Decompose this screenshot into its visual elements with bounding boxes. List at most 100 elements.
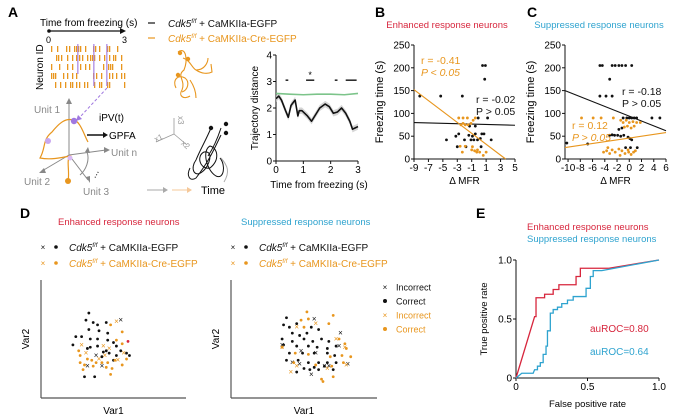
correct-marker-black <box>106 331 110 335</box>
x-tick-label: 2 <box>639 163 645 174</box>
x-axis-label: False positive rate <box>549 399 626 410</box>
spike <box>82 55 84 61</box>
correct-marker-orange <box>327 322 331 326</box>
correct-marker-orange <box>91 364 95 368</box>
rotation-arrow-icon <box>85 147 90 153</box>
data-point-orange <box>473 149 476 153</box>
incorrect-marker-orange: × <box>344 360 349 369</box>
enhanced-decoding-scatter: Enhanced response neurons × Cdk5f/f + CaMK… <box>21 217 198 417</box>
egfp-trajectory-dot <box>223 121 229 127</box>
data-point-black <box>460 94 464 98</box>
spike <box>92 55 94 61</box>
correct-marker-orange <box>328 355 332 359</box>
x-tick-label: 3 <box>498 163 504 174</box>
ipv-highlight <box>93 44 95 86</box>
data-point-orange <box>605 149 609 153</box>
y-tick-label: 0 <box>506 374 512 385</box>
data-point-black <box>473 132 477 136</box>
data-point-orange <box>478 150 482 154</box>
cre-trajectory-dot <box>185 56 191 62</box>
data-point-black <box>486 116 489 120</box>
spike <box>121 64 123 70</box>
correct-marker-black <box>96 323 99 327</box>
raster-title: Time from freezing (s) <box>40 18 137 29</box>
correct-marker-orange <box>78 361 82 364</box>
time-arc <box>220 157 229 183</box>
data-point-black <box>473 124 477 128</box>
correct-marker-black <box>320 337 323 341</box>
spike <box>70 82 72 88</box>
spike <box>95 46 97 52</box>
correct-marker-orange <box>81 368 85 372</box>
ipv-dashed-arrow <box>79 87 108 118</box>
x-tick-label: 0 <box>273 165 279 176</box>
spike <box>89 64 91 70</box>
x-tick-label: 4 <box>651 163 657 174</box>
spike <box>63 73 65 79</box>
data-point-orange <box>471 118 475 122</box>
panel-letter-e: E <box>476 205 485 221</box>
cre-trajectory-dot <box>177 50 183 56</box>
x-tick-label: 0 <box>513 382 519 393</box>
correct-marker-orange <box>94 361 98 364</box>
data-point-black <box>608 133 612 137</box>
spike <box>76 55 78 61</box>
correct-marker-orange <box>331 375 335 379</box>
data-point-black <box>610 133 614 137</box>
spike <box>79 82 81 88</box>
data-point-black <box>439 94 443 98</box>
correct-marker-black <box>97 329 101 333</box>
data-point-orange <box>627 150 631 154</box>
correct-marker-orange <box>292 361 296 364</box>
correct-marker-orange <box>120 342 124 346</box>
correct-marker-black <box>315 345 319 349</box>
x-tick-label: 1 <box>301 165 307 176</box>
incorrect-marker-black: × <box>309 370 314 379</box>
correct-marker-black <box>312 351 316 355</box>
y-axis-label: Trajectory distance <box>250 66 261 151</box>
correct-marker-orange <box>109 323 112 327</box>
correct-marker-orange <box>106 361 110 364</box>
unitn-label: Unit n <box>111 148 137 159</box>
time-arrow-gray-icon <box>163 187 168 193</box>
correct-marker-orange <box>306 317 310 321</box>
correct-marker-black <box>323 364 326 368</box>
x-tick-label: -5 <box>438 163 447 174</box>
data-point-black <box>621 116 625 120</box>
r-value-orange: r = -0.41 <box>421 55 461 67</box>
data-point-orange <box>481 153 485 157</box>
y-tick-label: 150 <box>544 86 561 97</box>
raster-time-start-dot <box>47 29 51 33</box>
roc-curve-red <box>515 259 660 379</box>
data-point-orange <box>457 116 461 120</box>
unit3-label: Unit 3 <box>83 187 110 198</box>
legend-dot-marker <box>54 261 58 265</box>
data-point-black <box>608 77 612 81</box>
auroc-label-blue: auROC=0.64 <box>590 347 649 358</box>
x-axis-label: Δ MFR <box>600 176 631 187</box>
correct-marker-orange <box>321 380 325 383</box>
correct-marker-orange <box>86 357 89 361</box>
unit1-arrow-icon <box>66 98 72 104</box>
marker-legend-dot <box>383 299 387 303</box>
spike <box>109 46 111 52</box>
spike <box>67 73 69 79</box>
raster-t0: 0 <box>46 35 51 45</box>
data-point-black <box>476 116 480 120</box>
correct-marker-black <box>285 358 288 362</box>
data-point-orange <box>626 148 630 152</box>
x-tick-label: -7 <box>424 163 433 174</box>
x-axis-label: Δ MFR <box>449 176 480 187</box>
spike <box>112 64 114 70</box>
data-point-orange <box>629 126 633 130</box>
correct-marker-black <box>104 321 108 324</box>
spike <box>112 73 114 79</box>
marker-legend-label: Incorrect <box>396 283 432 293</box>
fit-line-orange <box>564 132 667 149</box>
data-point-black <box>489 138 493 142</box>
data-point-orange <box>619 118 623 122</box>
data-point-black <box>445 138 448 142</box>
data-point-orange <box>469 122 473 125</box>
data-point-black <box>476 138 479 142</box>
data-point-orange <box>461 116 465 120</box>
